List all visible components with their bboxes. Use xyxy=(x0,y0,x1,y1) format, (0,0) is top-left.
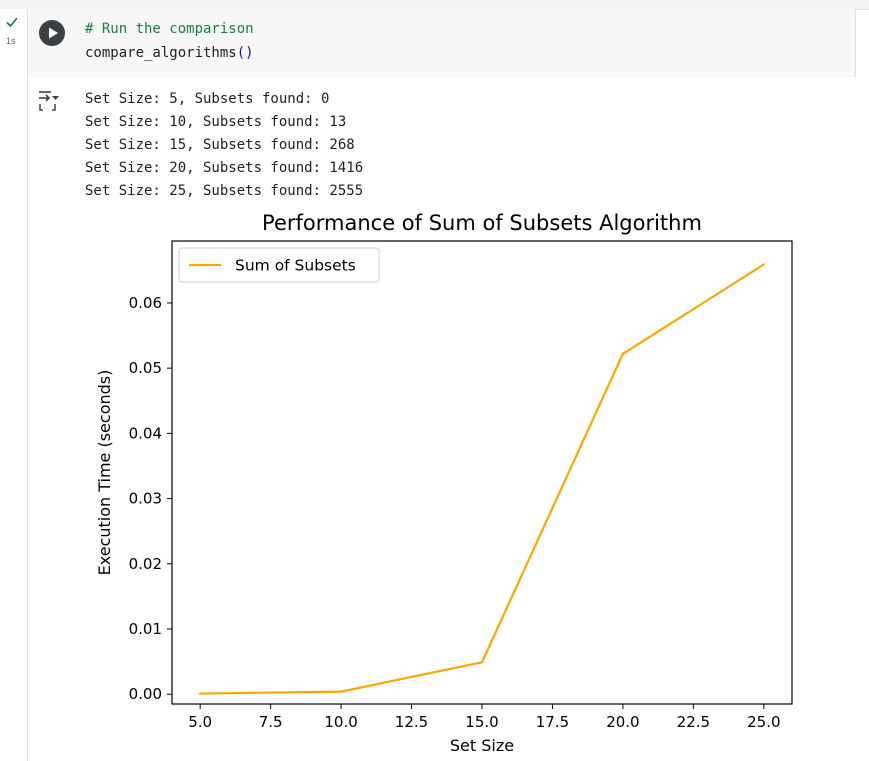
x-tick-label: 5.0 xyxy=(188,713,212,731)
data-point xyxy=(480,661,484,664)
x-tick-label: 22.5 xyxy=(677,713,710,731)
code-parens: () xyxy=(236,45,254,61)
data-point xyxy=(339,690,343,693)
play-icon xyxy=(49,27,58,39)
chart-title: Performance of Sum of Subsets Algorithm xyxy=(262,211,702,235)
y-tick-label: 0.05 xyxy=(129,359,162,377)
data-point xyxy=(621,352,625,355)
cell-gutter xyxy=(0,9,28,761)
x-tick-label: 25.0 xyxy=(747,713,780,731)
x-tick-label: 15.0 xyxy=(465,713,498,731)
run-cell-button[interactable] xyxy=(39,20,65,46)
x-tick-label: 12.5 xyxy=(395,713,428,731)
x-tick-label: 7.5 xyxy=(259,713,283,731)
output-line: Set Size: 10, Subsets found: 13 xyxy=(85,114,347,130)
code-comment: # Run the comparison xyxy=(85,21,254,37)
data-point xyxy=(199,692,202,695)
code-cell[interactable] xyxy=(28,9,856,77)
y-tick-label: 0.02 xyxy=(129,555,162,573)
legend-box xyxy=(178,247,380,283)
code-editor[interactable]: # Run the comparison compare_algorithms(… xyxy=(85,17,254,65)
series-line xyxy=(200,263,765,695)
code-function-call: compare_algorithms xyxy=(85,45,237,61)
execution-time: 1s xyxy=(6,36,16,46)
x-tick-label: 20.0 xyxy=(606,713,639,731)
output-toggle-icon[interactable] xyxy=(36,87,62,113)
x-tick-label: 10.0 xyxy=(324,713,357,731)
y-tick-label: 0.04 xyxy=(129,424,162,442)
data-point xyxy=(762,263,765,266)
legend-label: Sum of Subsets xyxy=(235,257,356,275)
plot-frame xyxy=(171,240,793,705)
y-tick-label: 0.03 xyxy=(129,490,162,508)
y-tick-label: 0.06 xyxy=(129,294,162,312)
y-axis-label: Execution Time (seconds) xyxy=(95,370,114,576)
performance-chart: Performance of Sum of Subsets Algorithm 5… xyxy=(95,211,793,755)
y-tick-label: 0.01 xyxy=(129,620,162,638)
check-icon xyxy=(6,17,18,28)
x-tick-label: 17.5 xyxy=(536,713,569,731)
y-tick-label: 0.00 xyxy=(129,685,162,703)
output-line: Set Size: 25, Subsets found: 2555 xyxy=(85,183,364,199)
output-line: Set Size: 5, Subsets found: 0 xyxy=(85,91,330,107)
output-line: Set Size: 15, Subsets found: 268 xyxy=(85,137,355,153)
output-text: Set Size: 5, Subsets found: 0 Set Size: 1… xyxy=(85,88,363,203)
x-axis-label: Set Size xyxy=(450,736,514,755)
output-line: Set Size: 20, Subsets found: 1416 xyxy=(85,160,364,176)
